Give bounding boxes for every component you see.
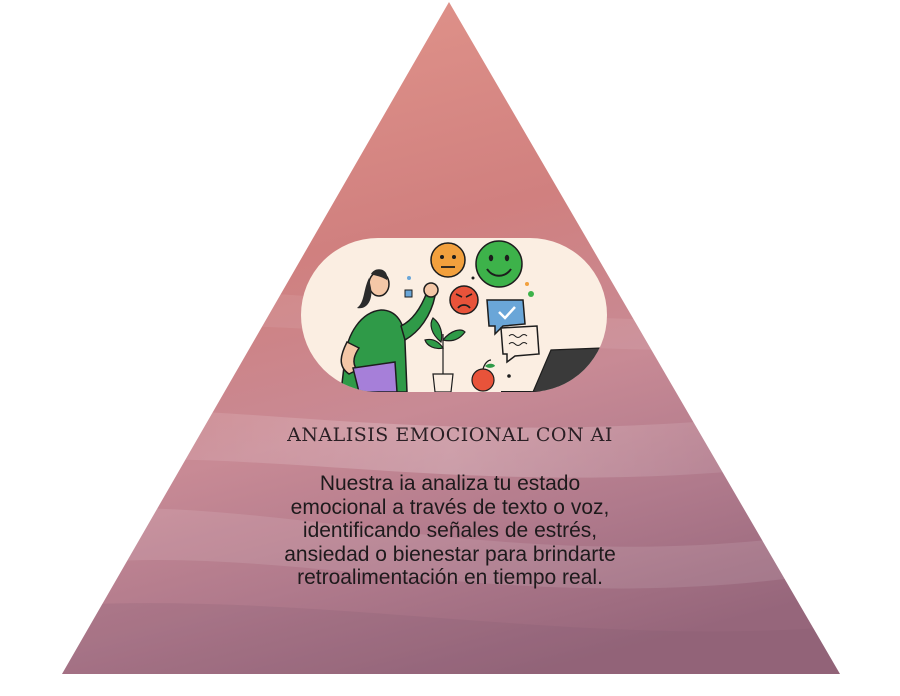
emotional-analysis-illustration [301, 238, 607, 392]
description-line: ansiedad o bienestar para brindarte [284, 542, 616, 566]
description-line: identificando señales de estrés, [302, 519, 598, 542]
chat-bubble-icon [500, 325, 540, 364]
apple-icon [471, 359, 495, 392]
card-title: ANALISIS EMOCIONAL CON AI [287, 424, 613, 446]
description-line: Nuestra ia analiza tu estado [319, 472, 581, 495]
card-description: Nuestra ia analiza tu estado emocional a… [220, 472, 680, 590]
angry-face-icon [449, 285, 479, 315]
woman-icon [340, 269, 439, 392]
description-line: emocional a través de texto o voz, [290, 495, 610, 519]
happy-face-icon [475, 240, 523, 288]
neutral-face-icon [430, 242, 466, 278]
plant-icon [424, 317, 466, 392]
chat-check-icon [486, 299, 526, 336]
description-line: retroalimentación en tiempo real. [297, 566, 603, 589]
